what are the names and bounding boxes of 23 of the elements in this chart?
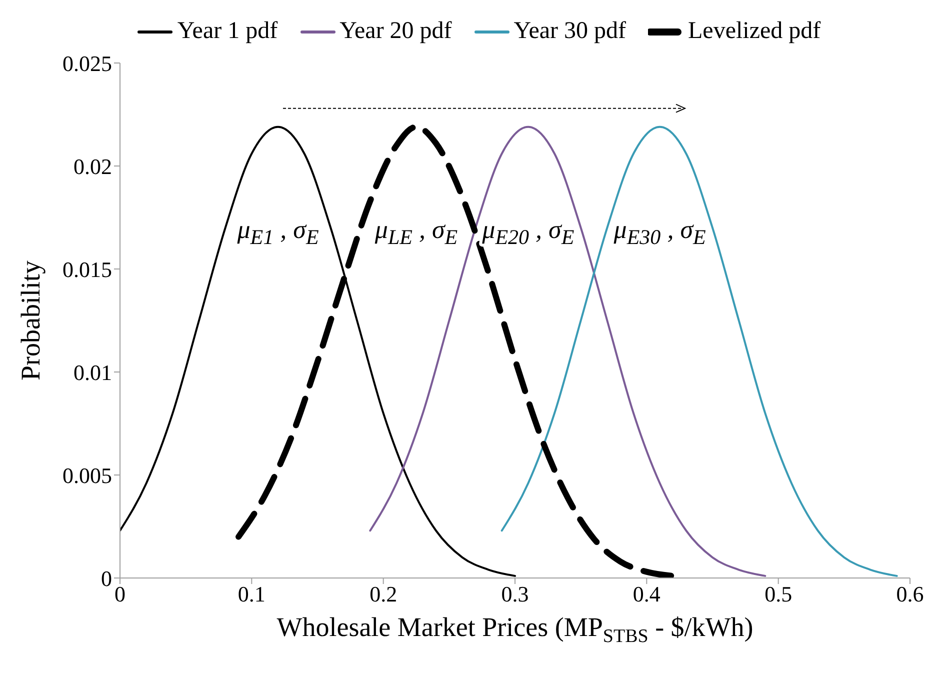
x-tick-label: 0.5 bbox=[764, 582, 792, 607]
annotation: μ$_{E1}$ , σ$_{E}$ bbox=[236, 215, 319, 250]
legend-label: Levelized pdf bbox=[688, 18, 821, 45]
x-tick-label: 0.4 bbox=[632, 582, 660, 607]
y-tick-label: 0.01 bbox=[74, 360, 112, 385]
annotation: μ$_{E30}$ , σ$_{E}$ bbox=[612, 215, 706, 250]
y-axis-title: Probability bbox=[16, 260, 46, 380]
x-tick-label: 0.3 bbox=[501, 582, 529, 607]
y-tick-label: 0.02 bbox=[74, 154, 112, 179]
y-tick-label: 0.025 bbox=[62, 50, 112, 76]
legend-label: Year 1 pdf bbox=[177, 18, 278, 45]
x-axis-title: Wholesale Market Prices (MP$_{STBS}$ - $/kWh) bbox=[276, 612, 754, 647]
x-tick-label: 0.1 bbox=[238, 582, 266, 607]
annotation: μ$_{LE}$ , σ$_{E}$ bbox=[374, 215, 458, 250]
y-tick-label: 0 bbox=[101, 566, 112, 591]
annotation: μ$_{E20}$ , σ$_{E}$ bbox=[481, 215, 574, 250]
legend-label: Year 20 pdf bbox=[340, 18, 452, 45]
x-tick-label: 0.6 bbox=[896, 582, 924, 607]
line-series bbox=[369, 126, 766, 577]
y-tick-label: 0.015 bbox=[62, 256, 112, 282]
legend-label: Year 30 pdf bbox=[514, 18, 626, 45]
x-tick-label: 0.2 bbox=[370, 582, 398, 607]
y-tick-label: 0.005 bbox=[62, 462, 112, 488]
